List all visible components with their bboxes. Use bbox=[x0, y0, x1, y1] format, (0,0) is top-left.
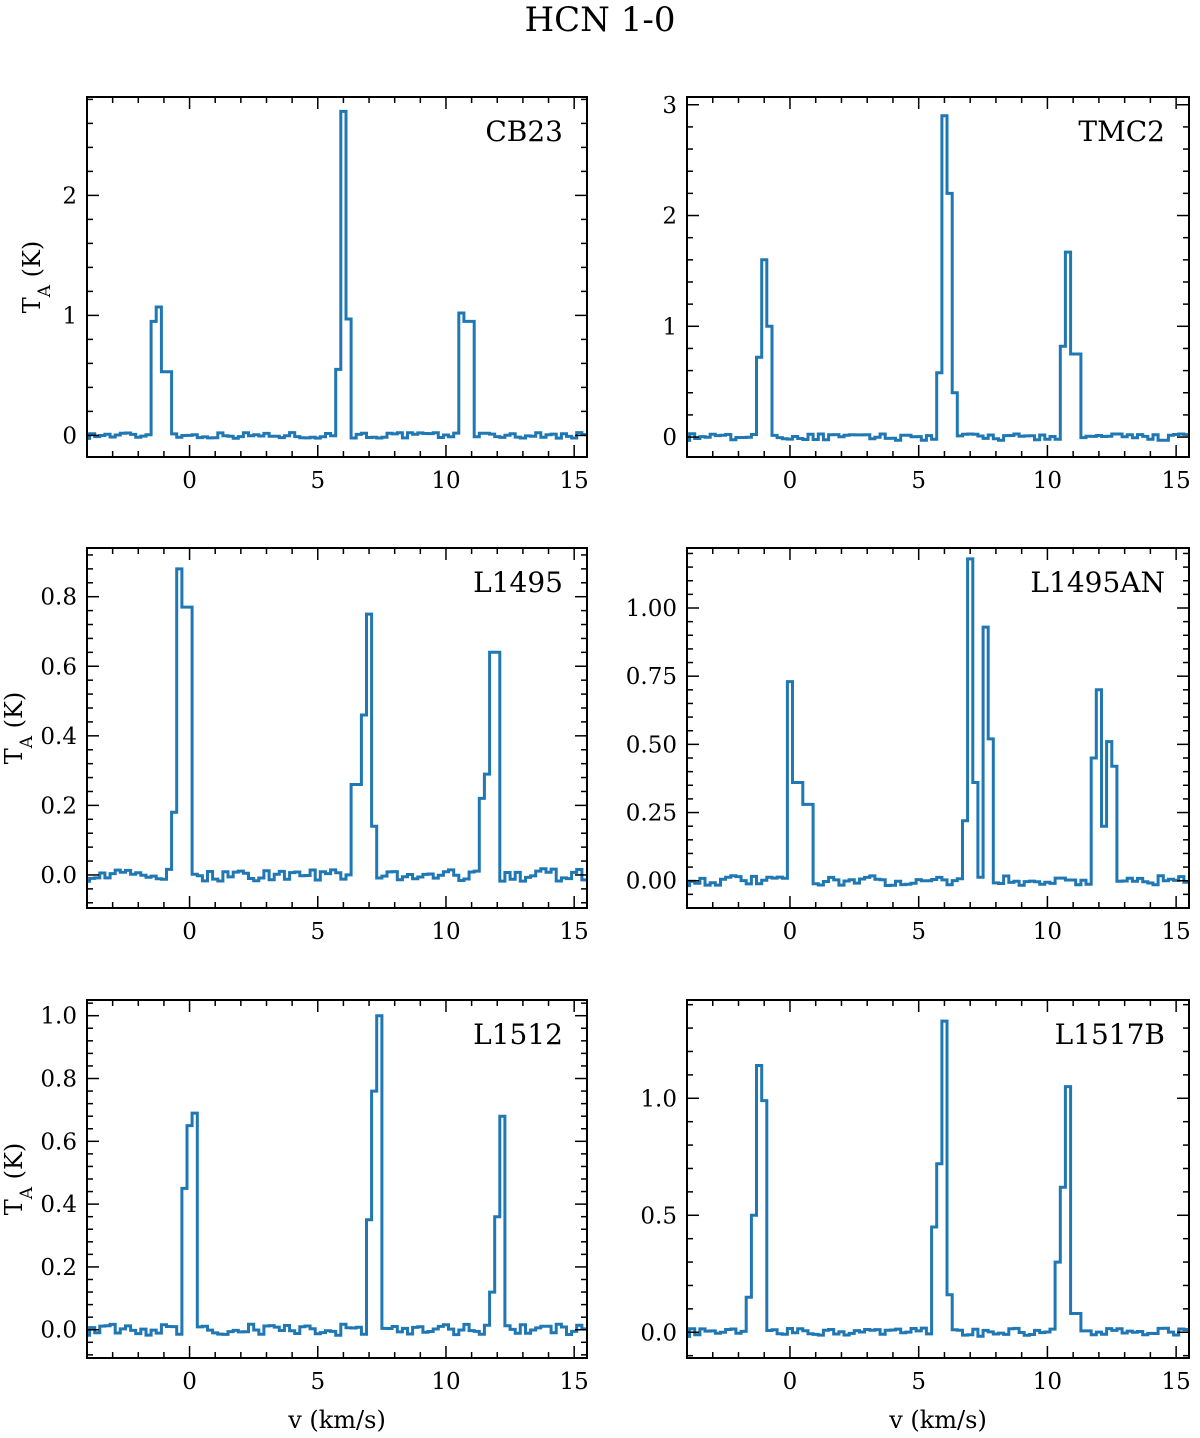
x-tick-label: 10 bbox=[431, 1369, 460, 1395]
x-tick-label: 5 bbox=[310, 468, 325, 494]
y-tick-label: 1.00 bbox=[626, 596, 677, 622]
x-tick-label: 5 bbox=[310, 1369, 325, 1395]
panel-label: CB23 bbox=[485, 115, 563, 148]
plot-frame bbox=[686, 547, 1190, 909]
y-tick-label: 0.0 bbox=[40, 1318, 77, 1344]
panel-label: L1512 bbox=[473, 1018, 563, 1051]
x-tick-label: 5 bbox=[911, 1369, 926, 1395]
y-tick-label: 0.4 bbox=[40, 1192, 77, 1218]
x-tick-label: 15 bbox=[560, 1369, 589, 1395]
y-tick-label: 0.25 bbox=[626, 801, 677, 827]
x-tick-label: 0 bbox=[783, 1369, 798, 1395]
panel-label: L1495AN bbox=[1030, 566, 1165, 599]
spectrum-line bbox=[687, 114, 1189, 442]
y-tick-label: 0.0 bbox=[40, 863, 77, 889]
x-tick-label: 15 bbox=[1161, 468, 1190, 494]
panel-label: L1517B bbox=[1055, 1018, 1165, 1051]
spectrum-line bbox=[87, 1014, 587, 1337]
panel-l1495an: 0 5 10 15 0.00 0.25 0.50 0.75 1.00 L1495AN bbox=[626, 547, 1191, 945]
x-axis-label: v (km/s) bbox=[888, 1406, 987, 1434]
plot-frame bbox=[86, 999, 588, 1359]
x-tick-label: 15 bbox=[1161, 1369, 1190, 1395]
x-tick-label: 10 bbox=[1033, 919, 1062, 945]
panel-cb23: 0 5 10 15 0 1 2 CB23 TA (K) bbox=[18, 96, 589, 494]
plot-frame bbox=[86, 547, 588, 909]
y-tick-label: 0.2 bbox=[40, 1255, 77, 1281]
spectrum-line bbox=[687, 1019, 1189, 1338]
y-tick-label: 1 bbox=[62, 303, 77, 329]
y-tick-label: 0.8 bbox=[40, 1067, 77, 1093]
y-tick-label: 0.00 bbox=[626, 869, 677, 895]
panel-l1517b: 0 5 10 15 0.0 0.5 1.0 L1517B v (km/s) bbox=[640, 999, 1191, 1434]
y-tick-label: 0 bbox=[62, 423, 77, 449]
x-tick-label: 10 bbox=[431, 919, 460, 945]
y-tick-label: 2 bbox=[62, 183, 77, 209]
x-tick-label: 0 bbox=[783, 919, 798, 945]
x-tick-label: 0 bbox=[182, 919, 197, 945]
x-tick-label: 10 bbox=[1033, 468, 1062, 494]
y-tick-label: 0.8 bbox=[40, 585, 77, 611]
panel-label: TMC2 bbox=[1078, 115, 1165, 148]
panel-label: L1495 bbox=[473, 566, 563, 599]
spectrum-line bbox=[87, 109, 587, 440]
x-tick-label: 0 bbox=[182, 1369, 197, 1395]
panel-l1495: 0 5 10 15 0.0 0.2 0.4 0.6 0.8 L1495 TA (K) bbox=[0, 547, 589, 945]
plot-frame bbox=[686, 999, 1190, 1359]
plot-frame bbox=[686, 96, 1190, 458]
y-tick-label: 0 bbox=[662, 425, 677, 451]
y-tick-label: 0.4 bbox=[40, 724, 77, 750]
y-tick-label: 2 bbox=[662, 204, 677, 230]
x-tick-label: 10 bbox=[431, 468, 460, 494]
x-tick-label: 15 bbox=[560, 468, 589, 494]
x-tick-label: 0 bbox=[182, 468, 197, 494]
y-tick-label: 3 bbox=[662, 93, 677, 119]
figure-title: HCN 1-0 bbox=[524, 0, 676, 40]
panel-l1512: 0 5 10 15 0.0 0.2 0.4 0.6 0.8 1.0 L1512 TA (K) v (km… bbox=[0, 999, 589, 1434]
plot-frame bbox=[86, 96, 588, 458]
x-tick-label: 5 bbox=[911, 919, 926, 945]
y-tick-label: 0.50 bbox=[626, 732, 677, 758]
y-tick-label: 0.6 bbox=[40, 1129, 77, 1155]
x-tick-label: 15 bbox=[1161, 919, 1190, 945]
y-axis-label: TA (K) bbox=[18, 241, 55, 314]
y-tick-label: 0.75 bbox=[626, 664, 677, 690]
x-tick-label: 10 bbox=[1033, 1369, 1062, 1395]
panel-tmc2: 0 5 10 15 0 1 2 3 TMC2 bbox=[662, 93, 1190, 494]
y-tick-label: 0.6 bbox=[40, 654, 77, 680]
x-tick-label: 5 bbox=[310, 919, 325, 945]
x-tick-label: 15 bbox=[560, 919, 589, 945]
y-axis-label: TA (K) bbox=[0, 692, 37, 765]
x-tick-label: 0 bbox=[783, 468, 798, 494]
x-tick-label: 5 bbox=[911, 468, 926, 494]
y-tick-label: 0.5 bbox=[640, 1203, 677, 1229]
y-tick-label: 1.0 bbox=[640, 1086, 677, 1112]
spectrum-line bbox=[87, 567, 587, 883]
y-tick-label: 1.0 bbox=[40, 1004, 77, 1030]
y-tick-label: 1 bbox=[662, 314, 677, 340]
y-tick-label: 0.0 bbox=[640, 1320, 677, 1346]
spectrum-line bbox=[687, 557, 1189, 888]
y-tick-label: 0.2 bbox=[40, 793, 77, 819]
y-axis-label: TA (K) bbox=[0, 1143, 37, 1216]
x-axis-label: v (km/s) bbox=[287, 1406, 386, 1434]
